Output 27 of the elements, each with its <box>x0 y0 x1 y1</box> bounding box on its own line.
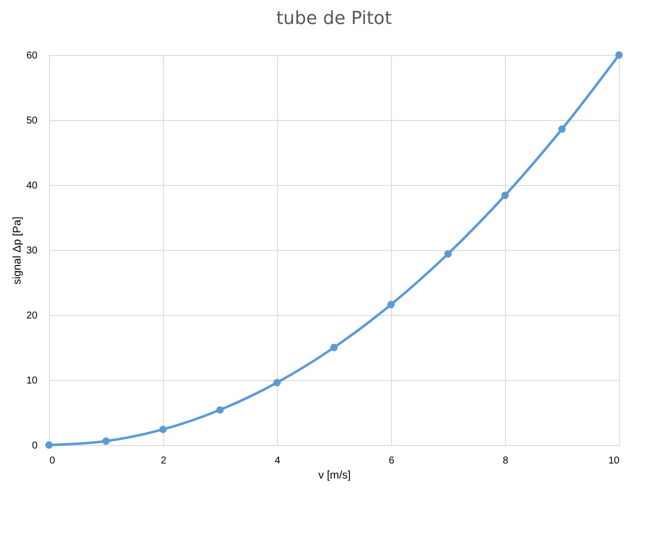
chart-title: tube de Pitot <box>276 8 392 29</box>
point <box>216 406 224 414</box>
y-axis-title: signal Δp [Pa] <box>11 216 24 284</box>
point <box>102 437 110 445</box>
point <box>501 192 509 200</box>
point <box>615 51 623 59</box>
point <box>387 300 395 308</box>
y-tick-label: 60 <box>26 50 38 62</box>
point <box>558 125 566 133</box>
x-axis-title: v [m/s] <box>318 470 351 482</box>
y-tick-label: 50 <box>26 116 38 126</box>
point <box>45 441 53 449</box>
x-tick-label: 0 <box>50 456 56 466</box>
x-tick-label: 10 <box>608 456 620 466</box>
y-tick-label: 40 <box>26 180 38 192</box>
point <box>444 250 452 258</box>
y-tick-label: 0 <box>32 440 38 452</box>
point <box>330 344 338 352</box>
y-tick-label: 20 <box>26 310 38 322</box>
y-tick-label: 10 <box>26 376 38 386</box>
y-tick-label: 30 <box>26 246 38 256</box>
point <box>273 378 281 386</box>
x-tick-label: 8 <box>502 456 509 466</box>
point <box>159 426 167 434</box>
x-tick-label: 2 <box>160 456 167 466</box>
x-tick-label: 6 <box>388 456 395 466</box>
x-tick-label: 4 <box>274 456 281 466</box>
